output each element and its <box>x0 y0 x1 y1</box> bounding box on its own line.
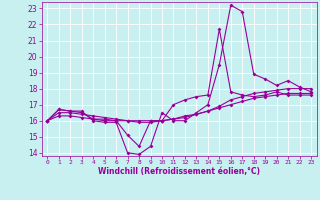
X-axis label: Windchill (Refroidissement éolien,°C): Windchill (Refroidissement éolien,°C) <box>98 167 260 176</box>
